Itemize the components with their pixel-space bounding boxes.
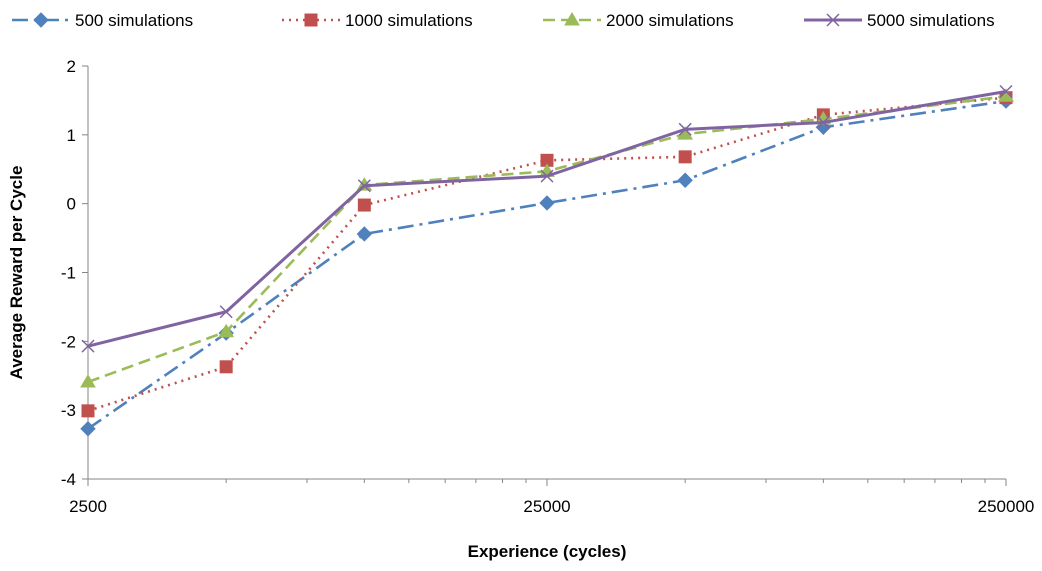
data-point: [999, 84, 1013, 98]
data-point: [357, 198, 371, 212]
data-point: [539, 195, 555, 211]
data-point: [81, 404, 95, 418]
data-point: [677, 172, 693, 188]
legend-label: 1000 simulations: [345, 11, 473, 30]
data-point: [219, 360, 233, 374]
x-axis-title: Experience (cycles): [468, 542, 627, 561]
legend-marker: [33, 12, 49, 28]
series-1: [80, 93, 1014, 437]
x-tick-label: 25000: [523, 497, 570, 516]
legend-item: 5000 simulations: [804, 11, 995, 30]
y-tick-label: 1: [67, 126, 76, 145]
data-point: [218, 323, 235, 338]
x-tick-label: 2500: [69, 497, 107, 516]
legend-marker: [564, 12, 580, 26]
data-point: [80, 421, 96, 437]
legend-item: 1000 simulations: [282, 11, 473, 30]
legend-label: 2000 simulations: [606, 11, 734, 30]
y-axis-title: Average Reward per Cycle: [7, 166, 26, 380]
legend-item: 2000 simulations: [543, 11, 734, 30]
y-tick-label: -1: [61, 264, 76, 283]
series-line: [87, 99, 1007, 430]
legend-label: 500 simulations: [75, 11, 193, 30]
data-point: [816, 115, 830, 129]
x-tick-label: 250000: [978, 497, 1035, 516]
legend: 500 simulations 1000 simulations 2000 simu…: [12, 11, 995, 30]
series-4: [81, 84, 1013, 353]
series-3: [80, 88, 1014, 388]
y-tick-label: -3: [61, 401, 76, 420]
legend-item: 500 simulations: [12, 11, 193, 30]
y-tick-label: -2: [61, 332, 76, 351]
legend-marker: [304, 13, 318, 27]
data-point: [357, 179, 371, 193]
plot-area: [80, 84, 1014, 437]
data-point: [80, 373, 96, 388]
series-2: [81, 91, 1013, 418]
data-point: [356, 226, 373, 242]
y-tick-label: 0: [67, 195, 76, 214]
data-point: [219, 305, 233, 319]
data-point: [540, 169, 554, 183]
axes: 2 1 0 -1 -2 -3 -4 2500 25000 250000: [61, 57, 1034, 516]
data-point: [678, 122, 692, 136]
data-point: [678, 150, 692, 164]
y-tick-label: -4: [61, 470, 76, 489]
legend-label: 5000 simulations: [867, 11, 995, 30]
series-line: [87, 89, 1007, 348]
y-tick-label: 2: [67, 57, 76, 76]
data-point: [81, 339, 95, 353]
legend-marker: [826, 13, 840, 27]
